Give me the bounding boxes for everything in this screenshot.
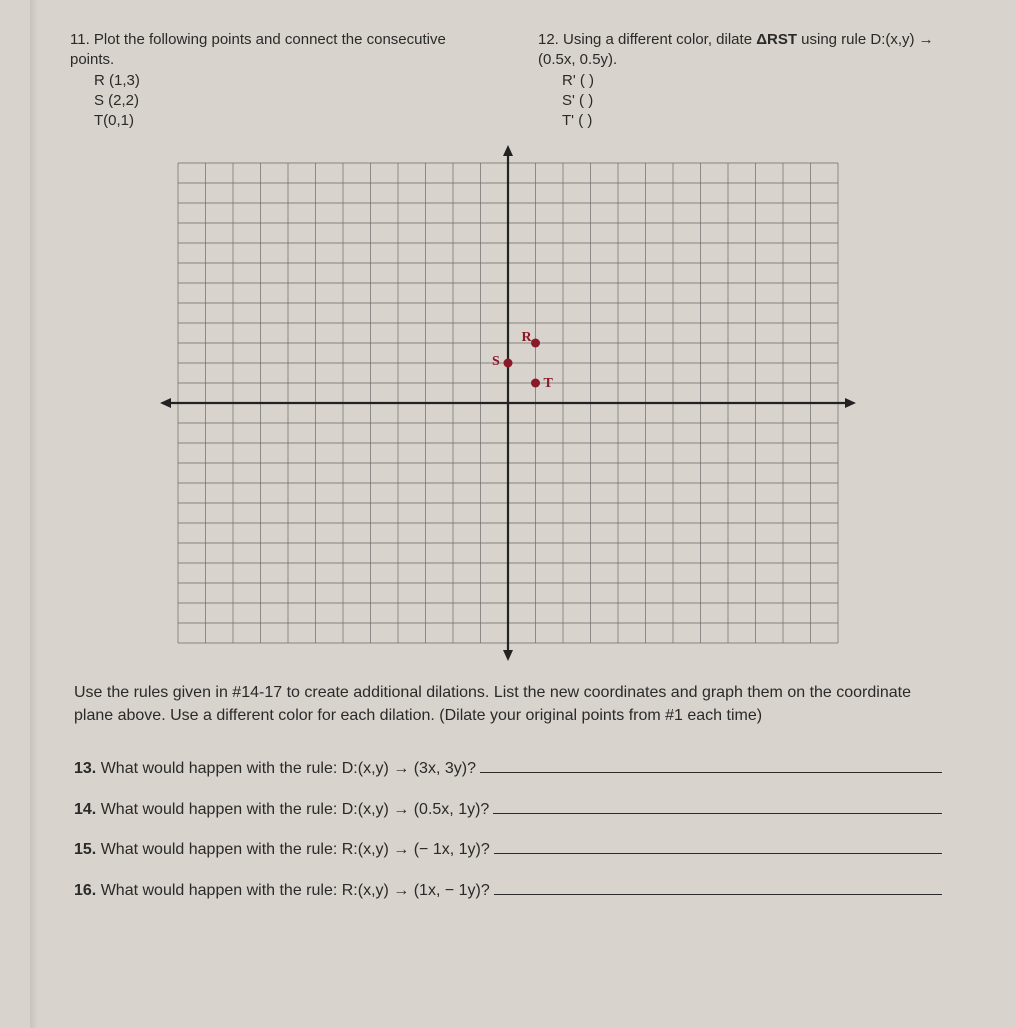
q12-prompt-a: Using a different color, dilate <box>563 31 756 48</box>
question-13: 13. What would happen with the rule: D:(… <box>74 756 942 779</box>
page-left-shadow <box>30 0 38 1028</box>
instructions-paragraph: Use the rules given in #14-17 to create … <box>74 681 942 727</box>
q14-text: What would happen with the rule: D:(x,y)… <box>101 801 490 819</box>
q16-blank[interactable] <box>494 877 942 895</box>
q13-number: 13. <box>74 760 96 778</box>
q12-triangle: ΔRST <box>756 31 797 48</box>
q13-blank[interactable] <box>480 756 942 774</box>
q15-number: 15. <box>74 841 96 859</box>
q12-number: 12. <box>538 31 559 48</box>
question-12: 12. Using a different color, dilate ΔRST… <box>538 30 946 131</box>
q11-points-list: R (1,3) S (2,2) T(0,1) <box>70 71 478 132</box>
q15-text: What would happen with the rule: R:(x,y)… <box>101 841 490 859</box>
q11-number: 11. <box>70 31 90 48</box>
question-14: 14. What would happen with the rule: D:(… <box>74 796 942 819</box>
q12-line-s: S' ( ) <box>562 91 946 111</box>
q11-prompt: Plot the following points and connect th… <box>70 31 446 68</box>
question-11: 11. Plot the following points and connec… <box>70 30 478 131</box>
q12-line-r: R' ( ) <box>562 71 946 91</box>
top-questions-row: 11. Plot the following points and connec… <box>70 30 946 131</box>
q16-text: What would happen with the rule: R:(x,y)… <box>101 882 490 900</box>
grid-svg: R S T <box>158 143 858 663</box>
q11-point-t: T(0,1) <box>94 111 478 131</box>
q11-point-r: R (1,3) <box>94 71 478 91</box>
q12-line-t: T' ( ) <box>562 111 946 131</box>
q16-number: 16. <box>74 882 96 900</box>
q12-answer-lines: R' ( ) S' ( ) T' ( ) <box>538 71 946 132</box>
question-16: 16. What would happen with the rule: R:(… <box>74 877 942 900</box>
q14-number: 14. <box>74 801 96 819</box>
question-15: 15. What would happen with the rule: R:(… <box>74 837 942 860</box>
svg-text:T: T <box>544 376 554 391</box>
q14-blank[interactable] <box>493 796 942 814</box>
q11-point-s: S (2,2) <box>94 91 478 111</box>
coordinate-grid: R S T <box>158 143 858 663</box>
svg-text:S: S <box>492 354 500 369</box>
q13-text: What would happen with the rule: D:(x,y)… <box>101 760 476 778</box>
svg-text:R: R <box>522 330 533 345</box>
q15-blank[interactable] <box>494 837 942 855</box>
